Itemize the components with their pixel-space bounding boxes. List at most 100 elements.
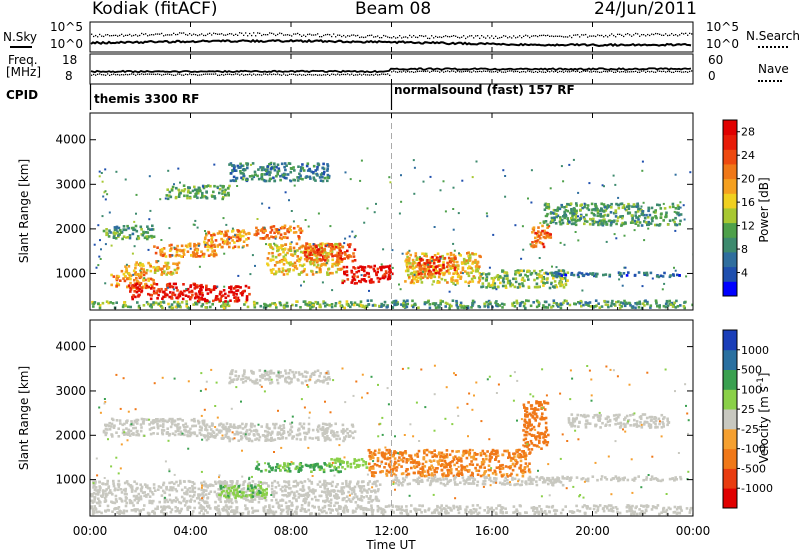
sparse-cell [341,279,344,282]
data-cell [133,272,137,276]
data-cell [139,510,142,514]
data-cell [252,175,256,179]
data-cell [337,262,341,266]
noise-search-point [437,36,439,38]
data-cell [475,508,478,511]
sparse-cell [400,174,402,177]
data-cell [546,223,549,226]
data-cell [335,497,339,500]
data-cell [459,277,462,280]
data-cell [614,210,617,214]
data-cell [128,234,132,237]
data-cell [140,286,144,290]
nave-point [117,73,119,76]
data-cell [433,303,437,307]
sparse-cell [325,262,328,265]
freq-left-tick-bottom: 8 [65,69,73,83]
data-cell [162,247,166,250]
sparse-cell [380,263,383,266]
data-cell [92,302,96,305]
data-cell [267,237,271,240]
data-cell [173,300,176,304]
noise-search-point [455,35,457,37]
data-cell [417,272,421,276]
nave-point [211,73,213,75]
data-cell [336,263,339,267]
data-cell [276,501,280,504]
data-cell [270,167,273,170]
sparse-cell [290,241,293,244]
data-cell [534,271,538,275]
data-cell [541,277,544,281]
data-cell [303,267,306,271]
sparse-cell [100,248,102,251]
data-cell [393,303,396,306]
data-cell [222,301,225,304]
nave-point [411,71,413,73]
noise-search-point [509,36,511,38]
data-cell [310,170,314,174]
data-cell [165,264,168,267]
data-cell [349,243,352,246]
data-cell [139,488,143,491]
data-cell [631,219,634,223]
data-cell [272,512,276,516]
data-cell [346,243,350,247]
data-cell [308,243,311,246]
data-cell [367,500,371,504]
data-cell [366,299,370,302]
data-cell [356,303,359,306]
data-cell [110,500,113,504]
data-cell [449,267,453,270]
cpid-label: CPID [6,88,39,102]
data-cell [312,252,316,256]
data-cell [225,481,229,485]
data-cell [279,303,283,307]
data-cell [253,302,256,305]
data-cell [100,494,103,498]
data-cell [312,178,316,181]
data-cell [656,203,659,207]
data-cell [261,230,265,234]
data-cell [330,303,334,306]
data-cell [216,298,220,301]
sparse-cell [485,212,488,215]
data-cell [315,172,319,176]
data-cell [177,295,180,299]
data-cell [447,269,450,272]
noise-search-point [571,36,573,39]
sparse-cell [544,215,547,218]
data-cell [465,505,469,509]
noise-search-point [291,35,293,37]
sparse-cell [641,169,644,172]
sparse-cell [504,195,507,198]
noise-search-point [497,37,499,39]
data-cell [279,508,283,512]
data-cell [376,276,380,280]
data-cell [142,508,145,511]
data-cell [93,488,97,492]
data-cell [123,492,127,496]
data-cell [286,236,289,240]
data-cell [593,220,596,223]
noise-search-point [299,34,301,36]
data-cell [458,505,462,508]
data-cell [582,303,585,307]
sparse-cell [452,208,455,210]
data-cell [566,302,569,305]
data-cell [586,207,589,210]
nave-point [523,70,525,73]
data-cell [213,490,217,494]
data-cell [417,306,420,309]
data-cell [388,270,391,274]
data-cell [497,504,500,507]
data-cell [164,255,168,258]
data-cell [486,511,489,514]
data-cell [400,505,403,508]
noise-search-point [503,35,505,37]
data-cell [370,500,373,503]
data-cell [614,209,618,212]
data-cell [598,504,602,507]
data-cell [677,205,680,209]
data-cell [324,304,327,308]
